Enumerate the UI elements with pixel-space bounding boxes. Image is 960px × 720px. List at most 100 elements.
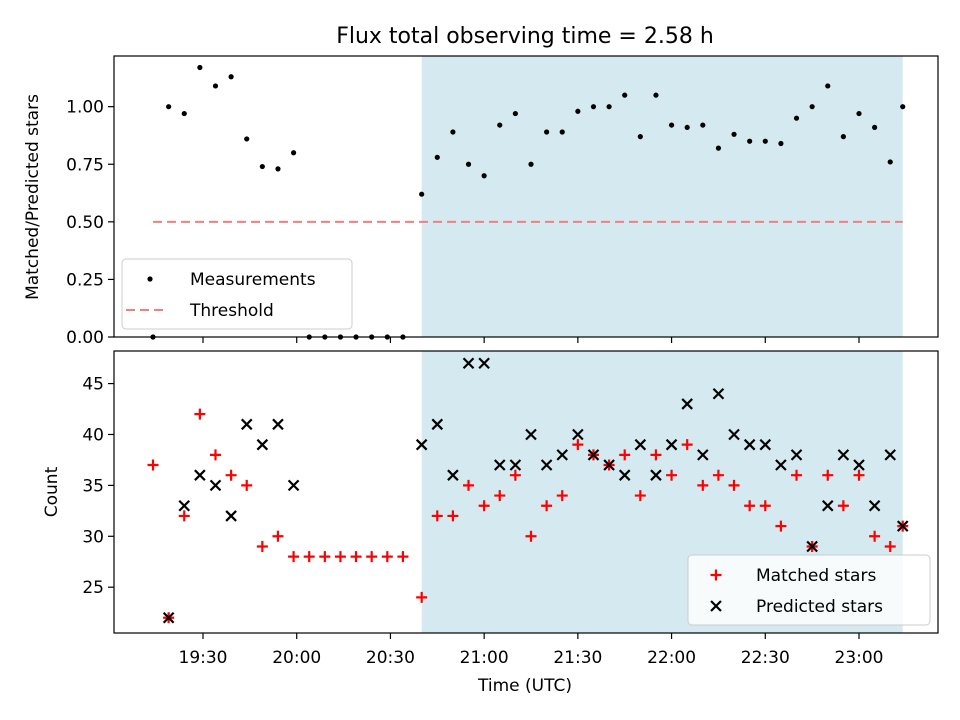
y-tick-label: 25	[82, 578, 104, 598]
legend-box	[687, 554, 931, 626]
legend-label: Measurements	[190, 270, 316, 290]
matched-star-point	[822, 469, 834, 481]
y-tick-label: 0.50	[66, 213, 104, 233]
matched-star-point	[619, 449, 631, 461]
top-y-axis-label: Matched/Predicted stars	[23, 94, 43, 300]
measurement-point	[481, 173, 487, 179]
measurement-point	[166, 104, 172, 110]
measurement-point	[419, 191, 425, 197]
matched-star-point	[288, 551, 300, 563]
top-panel: 0.00 0.25 0.50 0.75 1.00 Measurements Threshol…	[66, 55, 939, 348]
matched-star-point	[853, 469, 865, 481]
predicted-star-point	[209, 479, 222, 492]
measurement-point	[197, 64, 203, 71]
predicted-star-point	[225, 510, 237, 522]
measurement-point	[700, 122, 706, 128]
measurement-point	[856, 110, 862, 117]
x-tick-label: 22:30	[741, 648, 790, 668]
predicted-star-point	[194, 469, 206, 481]
shaded-region	[421, 56, 903, 337]
measurement-point	[497, 122, 503, 128]
predicted-star-point	[806, 540, 818, 553]
measurement-point	[512, 110, 518, 117]
predicted-star-point	[665, 438, 678, 451]
predicted-star-point	[790, 449, 803, 461]
predicted-star-point	[868, 499, 881, 512]
predicted-star-point	[821, 499, 834, 512]
predicted-star-point	[759, 438, 772, 451]
measurement-point	[762, 138, 768, 144]
matched-star-point	[728, 479, 740, 491]
series-measurements	[150, 64, 906, 340]
predicted-star-point	[572, 428, 584, 441]
predicted-star-point	[884, 449, 897, 461]
predicted-star-point	[743, 438, 756, 451]
x-tick-label: 22:00	[647, 648, 696, 668]
measurement-point	[637, 134, 643, 140]
axes-frame	[113, 55, 939, 338]
series-predicted-stars	[162, 357, 909, 624]
legend-label: Predicted stars	[756, 597, 883, 617]
predicted-star-point	[525, 428, 537, 441]
measurement-point	[259, 163, 265, 170]
matched-star-point	[303, 551, 315, 563]
matched-star-point	[744, 500, 756, 512]
measurement-point	[793, 115, 800, 121]
matched-star-point	[334, 551, 346, 563]
predicted-star-point	[431, 418, 444, 431]
matched-star-point	[869, 530, 881, 542]
y-tick-label: 35	[82, 476, 104, 496]
x-tick-label: 20:00	[272, 648, 321, 668]
matched-star-point	[509, 469, 521, 481]
matched-star-point	[494, 490, 506, 502]
bottom-panel: 25 30 35 40 45 19:30 20:00 20:30 21:00 21:30 22:00…	[82, 350, 939, 668]
matched-star-point	[241, 479, 253, 491]
predicted-star-point	[681, 398, 693, 410]
y-tick-label: 0.25	[66, 270, 104, 290]
measurement-point	[559, 129, 565, 135]
y-tick-label: 45	[82, 375, 104, 395]
matched-star-point	[775, 520, 787, 532]
matched-star-point	[447, 510, 459, 522]
predicted-star-point	[415, 438, 428, 451]
matched-star-point	[712, 469, 724, 481]
predicted-star-point	[287, 479, 300, 492]
matched-star-point	[225, 469, 237, 481]
matched-star-point	[397, 551, 409, 563]
measurement-point	[825, 83, 831, 89]
measurement-point	[606, 104, 612, 110]
measurement-point	[181, 110, 187, 117]
matched-star-point	[381, 551, 393, 563]
predicted-star-point	[478, 357, 490, 369]
matched-star-point	[256, 540, 268, 552]
legend-measurement-swatch	[147, 276, 153, 282]
legend-label: Matched stars	[756, 566, 876, 586]
measurement-point	[622, 92, 628, 98]
measurement-point	[653, 92, 659, 98]
predicted-star-point	[447, 469, 459, 481]
x-tick-label: 21:00	[460, 648, 509, 668]
measurement-point	[731, 131, 737, 137]
y-tick-label: 40	[82, 425, 104, 445]
x-tick-label: 21:30	[553, 648, 602, 668]
legend-predicted-swatch	[710, 600, 722, 612]
predicted-star-point	[587, 449, 600, 461]
measurement-point	[887, 159, 893, 165]
matched-star-point	[416, 591, 428, 603]
predicted-star-point	[603, 459, 615, 471]
matched-star-point	[272, 530, 284, 542]
measurement-point	[465, 161, 472, 167]
x-axis-label: Time (UTC)	[477, 676, 572, 696]
matched-star-point	[525, 530, 537, 542]
predicted-star-point	[853, 459, 865, 471]
y-tick-label: 0.75	[66, 155, 104, 175]
predicted-star-point	[462, 357, 475, 369]
matched-star-point	[697, 479, 709, 491]
matched-star-point	[759, 500, 771, 512]
predicted-star-point	[775, 459, 787, 471]
measurement-point	[244, 136, 250, 142]
matched-star-point	[634, 490, 646, 502]
y-tick-label: 1.00	[66, 98, 104, 118]
predicted-star-point	[697, 449, 709, 461]
